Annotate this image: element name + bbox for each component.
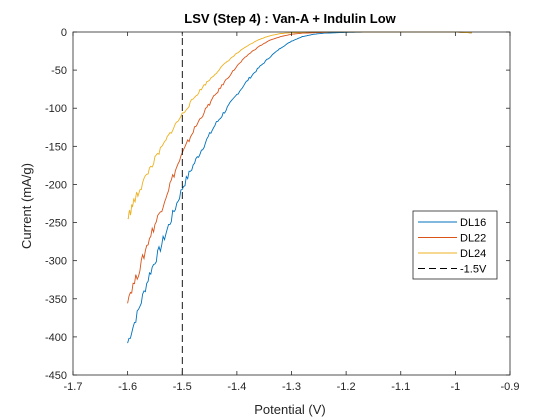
x-tick-label: -1.7 [64, 381, 83, 393]
legend-entry: -1.5V [460, 264, 487, 276]
x-tick-label: -1.1 [391, 381, 410, 393]
y-tick-label: -400 [45, 332, 67, 344]
x-tick-label: -1 [450, 381, 460, 393]
y-tick-label: -100 [45, 103, 67, 115]
y-tick-label: -250 [45, 218, 67, 230]
axes-layer: -1.7 -1.6 -1.5 -1.4 -1.3 -1.2 -1.1 -1 -0.9 0 -50 -1… [45, 27, 520, 393]
x-tick-label: -0.9 [501, 381, 520, 393]
legend-entry: DL22 [460, 233, 486, 245]
x-tick-label: -1.2 [337, 381, 356, 393]
y-tick-label: -200 [45, 179, 67, 191]
x-tick-label: -1.4 [227, 381, 246, 393]
x-tick-label: -1.3 [282, 381, 301, 393]
y-tick-label: -350 [45, 294, 67, 306]
plot-area [73, 32, 510, 375]
legend: DL16 DL22 DL24 -1.5V [412, 210, 498, 280]
y-tick-label: -300 [45, 256, 67, 268]
x-tick-label: -1.5 [173, 381, 192, 393]
y-tick-label: 0 [61, 27, 67, 39]
legend-entry: DL16 [460, 217, 486, 229]
y-tick-label: -50 [51, 65, 67, 77]
x-axis-label: Potential (V) [254, 402, 326, 417]
y-axis-label: Current (mA/g) [19, 163, 34, 249]
chart-title: LSV (Step 4) : Van-A + Indulin Low [184, 11, 396, 26]
legend-entry: DL24 [460, 248, 486, 260]
y-tick-label: -450 [45, 370, 67, 382]
y-tick-label: -150 [45, 141, 67, 153]
x-tick-label: -1.6 [118, 381, 137, 393]
